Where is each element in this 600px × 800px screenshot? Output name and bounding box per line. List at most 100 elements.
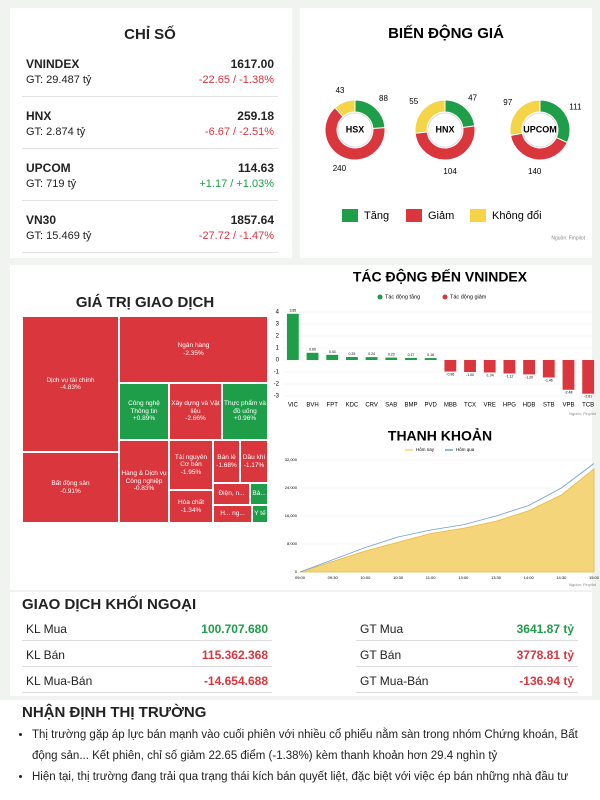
x-tick-label: 10:30 bbox=[393, 575, 404, 580]
slice-label: 47 bbox=[468, 93, 477, 102]
tile-change: -1.68% bbox=[216, 461, 237, 469]
foreign-row: KL Mua-Bán -14.654.688 bbox=[22, 668, 272, 693]
index-name: HNX bbox=[26, 109, 52, 123]
foreign-row: GT Bán 3778.81 tỷ bbox=[356, 642, 578, 667]
bar bbox=[464, 360, 476, 372]
outlook-list: Thị trường gặp áp lực bán mạnh vào cuối … bbox=[0, 725, 600, 788]
foreign-value: 100.707.680 bbox=[201, 622, 268, 636]
treemap-tile: Hóa chất -1.34% bbox=[169, 490, 213, 523]
tile-name: Hàng & Dịch vụ Công nghiệp bbox=[121, 470, 167, 485]
outlook-panel: NHẬN ĐỊNH THỊ TRƯỜNG Thị trường gặp áp l… bbox=[0, 700, 600, 800]
line bbox=[299, 463, 595, 573]
tile-change: -1.17% bbox=[243, 461, 265, 469]
value-label: -1.00 bbox=[466, 373, 474, 377]
y-tick-label: 24,000 bbox=[285, 485, 298, 490]
tile-change: -1.34% bbox=[180, 506, 202, 514]
donut-slice bbox=[334, 99, 356, 118]
treemap-tile: Bất động sản -0.91% bbox=[22, 452, 119, 523]
foreign-label: GT Bán bbox=[360, 648, 402, 662]
foreign-value: 115.362.368 bbox=[201, 648, 268, 662]
bar bbox=[326, 354, 339, 360]
donut-center: HSX bbox=[346, 124, 365, 134]
tile-change: -0.83% bbox=[133, 485, 155, 493]
x-tick-label: 11:00 bbox=[426, 575, 436, 580]
treemap-tile: Y tế bbox=[252, 505, 268, 523]
tile-change: +0.96% bbox=[233, 415, 257, 423]
legend-label: Tác động giảm bbox=[450, 294, 487, 300]
legend-label: Hôm qua bbox=[456, 447, 475, 452]
index-value: 1617.00 bbox=[230, 57, 274, 71]
treemap-tile: Ngân hàng -2.35% bbox=[119, 316, 268, 383]
legend-swatch bbox=[406, 209, 422, 222]
x-tick-label: 09:30 bbox=[328, 575, 339, 580]
slice-label: 104 bbox=[443, 167, 457, 176]
legend-dot bbox=[442, 294, 448, 300]
x-tick-label: MBB bbox=[444, 403, 457, 409]
bar bbox=[444, 360, 457, 372]
x-tick-label: 14:30 bbox=[556, 575, 567, 580]
foreign-title: GIAO DỊCH KHỐI NGOẠI bbox=[22, 596, 197, 613]
bar bbox=[562, 360, 575, 390]
tile-change: -2.66% bbox=[185, 415, 206, 423]
index-gt: GT: 15.469 tỷ bbox=[26, 230, 92, 242]
tile-name: Ngân hàng bbox=[177, 342, 210, 350]
tile-name: Hóa chất bbox=[177, 499, 205, 507]
y-tick-label: 8,000 bbox=[287, 541, 298, 546]
bar bbox=[286, 313, 299, 360]
donut-hole bbox=[337, 112, 373, 148]
x-tick-label: VRE bbox=[484, 403, 496, 409]
tile-name: H... ng... bbox=[220, 510, 245, 518]
index-card: UPCOM GT: 719 tỷ 114.63 +1.17 / +1.03% bbox=[22, 156, 278, 201]
foreign-label: GT Mua-Bán bbox=[360, 674, 429, 688]
value-label: 3.85 bbox=[289, 309, 296, 313]
value-label: -1.04 bbox=[486, 373, 494, 377]
treemap-tile: Tài nguyên Cơ bản -1.95% bbox=[169, 440, 213, 490]
value-label: 0.16 bbox=[427, 353, 434, 357]
slice-label: 55 bbox=[409, 97, 418, 106]
outlook-bullet: Hiện tại, thị trường đang trải qua trạng… bbox=[32, 767, 588, 788]
x-tick-label: 13:00 bbox=[458, 575, 469, 580]
bar bbox=[424, 358, 437, 360]
tile-name: Dịch vụ tài chính bbox=[46, 376, 95, 384]
foreign-label: KL Mua bbox=[26, 622, 67, 636]
value-label: -2.81 bbox=[584, 395, 592, 399]
tile-name: Bất động sản bbox=[51, 480, 90, 488]
x-tick-label: HPG bbox=[503, 403, 516, 409]
index-gt: GT: 29.487 tỷ bbox=[26, 74, 92, 86]
value-label: 0.43 bbox=[329, 350, 336, 354]
treemap-tile: Bán lẻ -1.68% bbox=[213, 440, 240, 483]
tile-name: Bả... bbox=[252, 490, 266, 498]
x-tick-label: 15:00 bbox=[589, 575, 600, 580]
donut-hole bbox=[522, 112, 558, 148]
tile-change: -0.91% bbox=[60, 487, 81, 495]
index-name: VN30 bbox=[26, 213, 57, 227]
x-tick-label: PVD bbox=[424, 403, 437, 409]
tile-change: -2.35% bbox=[183, 349, 204, 357]
value-label: -2.48 bbox=[564, 391, 572, 395]
legend-label: Tác động tăng bbox=[385, 294, 420, 300]
donut-center: HNX bbox=[435, 124, 454, 134]
foreign-label: KL Mua-Bán bbox=[26, 674, 93, 688]
index-gt: GT: 719 tỷ bbox=[26, 178, 77, 190]
slice-label: 140 bbox=[528, 167, 542, 176]
chart-title: BIẾN ĐỘNG GIÁ bbox=[388, 24, 504, 42]
y-tick-label: -2 bbox=[274, 382, 280, 388]
y-tick-label: -3 bbox=[274, 394, 280, 400]
tile-name: Y tế bbox=[254, 510, 266, 518]
y-tick-label: 16,000 bbox=[285, 513, 298, 518]
chart-title: THANH KHOẢN bbox=[388, 428, 492, 444]
treemap-title: GIÁ TRỊ GIAO DỊCH bbox=[75, 294, 215, 311]
value-label: -1.20 bbox=[525, 375, 533, 379]
y-tick-label: 1 bbox=[276, 346, 280, 352]
value-label: -0.96 bbox=[446, 372, 454, 376]
index-change: -27.72 / -1.47% bbox=[198, 230, 274, 242]
y-tick-label: 32,000 bbox=[285, 457, 298, 462]
donut-center: UPCOM bbox=[523, 124, 557, 134]
treemap-tile: Bả... bbox=[250, 483, 268, 505]
foreign-value: 3778.81 tỷ bbox=[516, 648, 574, 662]
bar bbox=[582, 360, 595, 394]
x-tick-label: TCX bbox=[464, 403, 476, 409]
x-tick-label: BMP bbox=[404, 403, 417, 409]
